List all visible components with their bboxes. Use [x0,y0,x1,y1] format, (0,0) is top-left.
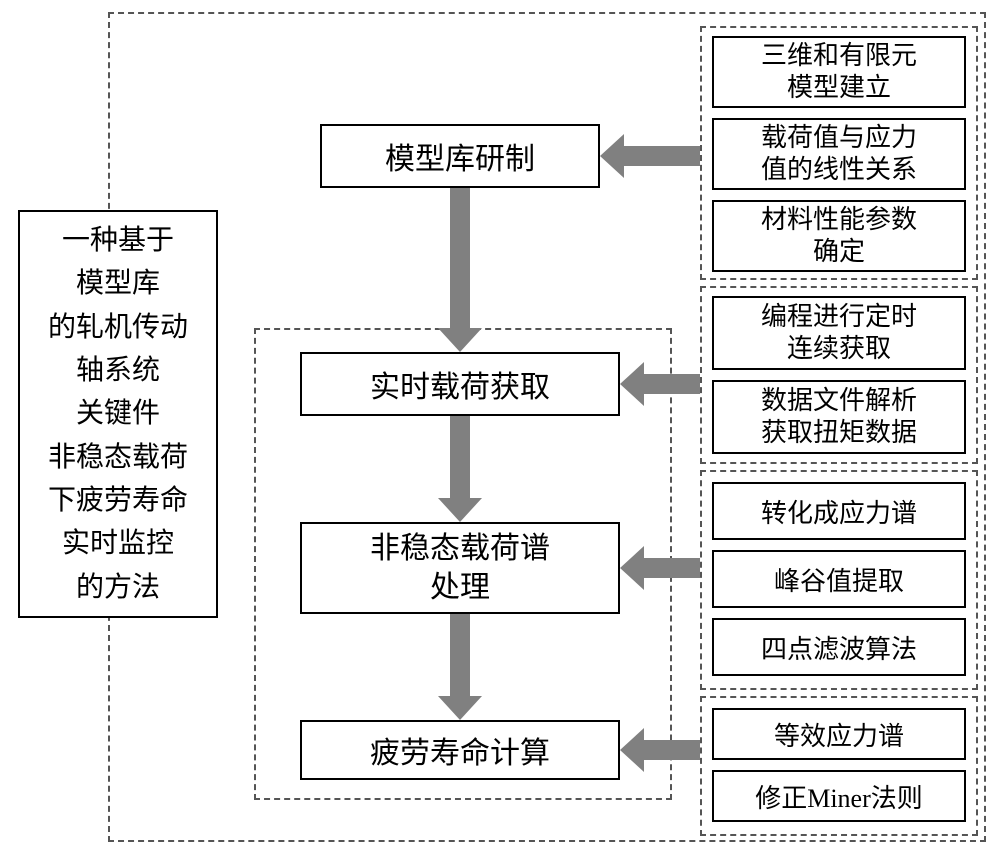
main-box-model-library: 模型库研制 [320,124,600,188]
main-box-nonsteady-spectrum: 非稳态载荷谱 处理 [300,522,620,614]
main-box-realtime-load: 实时载荷获取 [300,352,620,416]
sub-box-equiv-stress: 等效应力谱 [712,708,966,760]
sub-box-miner-rule: 修正Miner法则 [712,770,966,822]
sub-box-22-text: 数据文件解析 获取扭矩数据 [761,385,917,450]
sub-box-data-parse: 数据文件解析 获取扭矩数据 [712,380,966,454]
sub-box-3d-fem: 三维和有限元 模型建立 [712,36,966,108]
sub-box-stress-spectrum: 转化成应力谱 [712,482,966,540]
title-text: 一种基于 模型库 的轧机传动 轴系统 关键件 非稳态载荷 下疲劳寿命 实时监控 … [48,219,188,610]
arrow-left-3 [620,546,700,590]
sub-box-13-text: 材料性能参数 确定 [761,204,917,269]
arrow-left-4 [620,728,700,772]
sub-box-31-text: 转化成应力谱 [761,493,917,530]
sub-box-21-text: 编程进行定时 连续获取 [761,301,917,366]
arrow-down-2 [438,416,482,522]
sub-box-12-text: 载荷值与应力 值的线性关系 [761,122,917,187]
sub-box-11-text: 三维和有限元 模型建立 [761,40,917,105]
main-box-3-text: 非稳态载荷谱 处理 [370,529,550,607]
main-box-1-text: 模型库研制 [385,134,535,178]
sub-box-load-stress-linear: 载荷值与应力 值的线性关系 [712,118,966,190]
arrow-left-1 [600,134,700,178]
main-box-4-text: 疲劳寿命计算 [370,728,550,772]
main-box-2-text: 实时载荷获取 [370,362,550,406]
arrow-left-2 [620,362,700,406]
arrow-down-1 [438,188,482,352]
sub-box-41-text: 等效应力谱 [774,716,904,753]
main-box-fatigue-life: 疲劳寿命计算 [300,720,620,780]
title-box: 一种基于 模型库 的轧机传动 轴系统 关键件 非稳态载荷 下疲劳寿命 实时监控 … [18,210,218,618]
sub-box-33-text: 四点滤波算法 [761,629,917,666]
arrow-down-3 [438,614,482,720]
sub-box-four-point-filter: 四点滤波算法 [712,618,966,676]
sub-box-peak-valley: 峰谷值提取 [712,550,966,608]
sub-box-programming-timed: 编程进行定时 连续获取 [712,296,966,370]
sub-box-material-params: 材料性能参数 确定 [712,200,966,272]
sub-box-32-text: 峰谷值提取 [774,561,904,598]
sub-box-42-text: 修正Miner法则 [755,778,923,815]
